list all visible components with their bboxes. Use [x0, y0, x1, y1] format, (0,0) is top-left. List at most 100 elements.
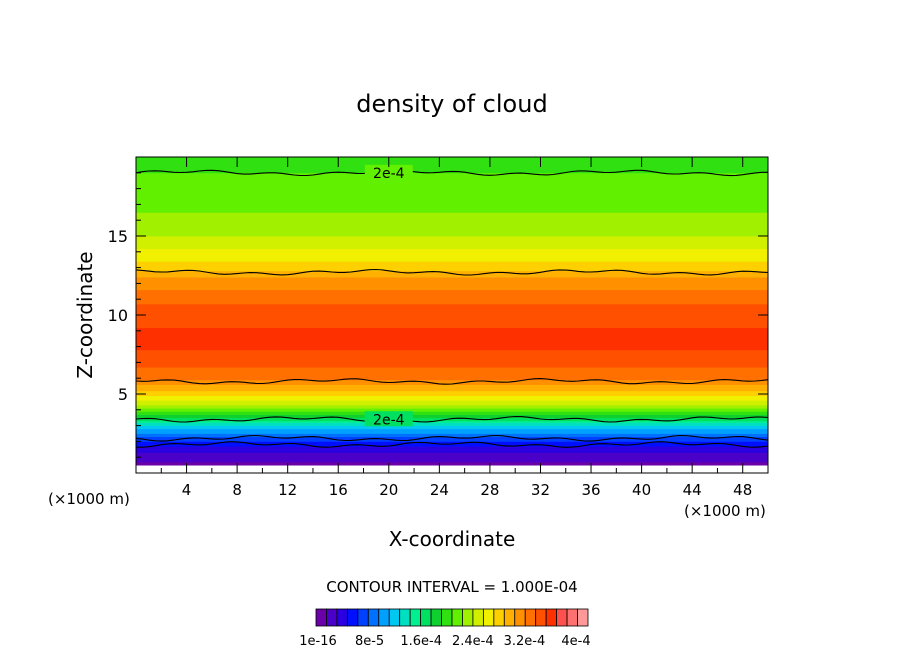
contour-label: 2e-4	[373, 412, 405, 428]
field-band	[136, 357, 768, 360]
field-band	[136, 260, 768, 264]
colorbar-swatch	[399, 608, 411, 627]
field-band	[136, 283, 768, 286]
field-band	[136, 319, 768, 322]
colorbar-label: 2.4e-4	[452, 634, 494, 649]
field-band	[136, 238, 768, 242]
field-band	[136, 284, 768, 287]
field-band	[136, 219, 768, 223]
contour-label-bg	[364, 411, 413, 427]
contour-line	[136, 268, 768, 276]
field-band	[136, 385, 768, 389]
field-band	[136, 418, 768, 422]
field-band	[136, 328, 768, 332]
contour-label: 2e-4	[373, 166, 405, 182]
field-band	[136, 192, 768, 196]
colorbar-swatch	[378, 608, 390, 627]
field-band	[136, 183, 768, 186]
field-band	[136, 267, 768, 270]
colorbar-swatch	[503, 608, 516, 627]
field-band	[136, 450, 768, 453]
field-band	[136, 393, 768, 396]
colorbar-label: 1.6e-4	[400, 634, 442, 649]
field-band	[136, 422, 768, 425]
field-band	[136, 306, 768, 310]
field-band	[136, 406, 768, 409]
x-tick-label: 8	[232, 481, 242, 499]
colorbar-swatch	[462, 608, 474, 627]
field-band	[136, 186, 768, 189]
field-band	[136, 447, 768, 450]
field-band	[136, 341, 768, 344]
field-band	[136, 380, 768, 384]
field-band	[136, 346, 768, 349]
colorbar-swatch	[535, 608, 547, 627]
field-band	[136, 240, 768, 243]
field-band	[136, 157, 768, 159]
field-band	[136, 197, 768, 201]
x-tick-label: 48	[733, 481, 752, 499]
field-band	[136, 376, 768, 379]
field-band	[136, 308, 768, 311]
field-band	[136, 259, 768, 262]
y-tick-label: 5	[118, 385, 128, 404]
field-band	[136, 428, 768, 431]
field-band	[136, 200, 768, 204]
colorbar-swatch	[326, 608, 338, 627]
field-band	[136, 377, 768, 381]
contour-line	[136, 415, 768, 423]
field-band	[136, 243, 768, 246]
colorbar-swatch	[566, 608, 578, 627]
x-unit-left: (×1000 m)	[48, 490, 130, 508]
field-band	[136, 286, 768, 289]
colorbar-swatch	[430, 608, 442, 627]
contour-label-bg	[364, 164, 413, 180]
field-band	[136, 215, 768, 218]
field-band	[136, 347, 768, 351]
field-band	[136, 407, 768, 411]
field-band	[136, 452, 768, 455]
colorbar-swatch	[472, 608, 484, 627]
field-band	[136, 279, 768, 283]
field-band	[136, 388, 768, 392]
field-band	[136, 251, 768, 254]
field-band	[136, 245, 768, 248]
field-band	[136, 368, 768, 371]
field-band	[136, 333, 768, 336]
field-band	[136, 252, 768, 256]
field-band	[136, 264, 768, 267]
colorbar-label: 1e-16	[299, 634, 337, 649]
field-band	[136, 226, 768, 229]
field-band	[136, 395, 768, 398]
field-band	[136, 295, 768, 299]
field-band	[136, 455, 768, 458]
field-band	[136, 360, 768, 363]
field-band	[136, 230, 768, 234]
field-band	[136, 439, 768, 442]
colorbar-label: 8e-5	[355, 634, 384, 649]
field-band	[136, 303, 768, 306]
field-band	[136, 273, 768, 276]
field-band	[136, 379, 768, 382]
field-band	[136, 297, 768, 300]
colorbar-swatch	[545, 608, 558, 627]
field-band	[136, 178, 768, 182]
field-band	[136, 207, 768, 210]
field-band	[136, 399, 768, 403]
field-band	[136, 458, 768, 461]
field-band	[136, 409, 768, 412]
y-tick-label: 10	[108, 306, 128, 325]
field-band	[136, 349, 768, 352]
field-band	[136, 313, 768, 316]
contour-lines: 2e-4 2e-4	[136, 164, 768, 448]
field-band	[136, 177, 768, 180]
field-band	[136, 216, 768, 220]
field-band	[136, 325, 768, 329]
field-band	[136, 194, 768, 197]
field-band	[136, 404, 768, 408]
field-band	[136, 232, 768, 235]
field-band	[136, 403, 768, 406]
field-band	[136, 369, 768, 373]
field-band	[136, 309, 768, 313]
